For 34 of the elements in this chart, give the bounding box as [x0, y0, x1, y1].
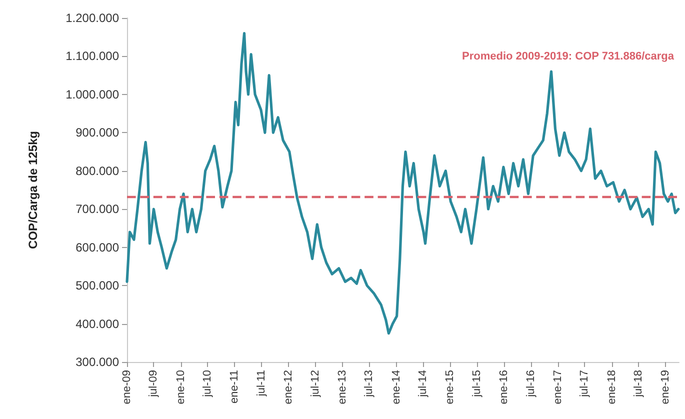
x-tick-label: ene-14 — [390, 370, 402, 404]
x-tick-label: ene-09 — [121, 370, 133, 404]
x-tick-label: ene-16 — [498, 370, 510, 404]
x-tick-label: jul-13 — [363, 370, 376, 398]
y-tick-label: 1.000.000 — [66, 87, 120, 102]
x-tick-label: jul-16 — [524, 370, 537, 398]
x-tick-label: jul-11 — [255, 370, 268, 398]
ref-line-label: Promedio 2009-2019: COP 731.886/carga — [462, 50, 675, 62]
x-tick-label: jul-14 — [417, 370, 430, 398]
x-tick-label: jul-10 — [202, 370, 214, 398]
y-tick-label: 1.100.000 — [66, 49, 120, 64]
x-tick-label: ene-13 — [336, 370, 349, 404]
y-tick-label: 800.000 — [76, 164, 120, 178]
y-tick-label: 400.000 — [76, 316, 120, 331]
y-tick-label: 900.000 — [76, 126, 120, 140]
y-axis-title: COP/Carga de 125kg — [26, 130, 40, 250]
x-tick-label: jul-12 — [309, 370, 322, 398]
x-tick-label: jul-09 — [148, 370, 160, 398]
x-tick-label: ene-15 — [444, 370, 456, 404]
x-tick-label: ene-11 — [228, 370, 241, 404]
x-tick-label: jul-17 — [578, 370, 591, 398]
x-tick-label: ene-17 — [552, 370, 564, 404]
x-tick-label: jul-15 — [470, 370, 483, 398]
y-tick-label: 300.000 — [76, 355, 120, 369]
x-tick-label: ene-12 — [282, 370, 295, 404]
x-tick-label: ene-18 — [606, 370, 618, 404]
line-series — [126, 32, 680, 335]
y-tick-label: 1.200.000 — [66, 11, 120, 25]
y-tick-label: 700.000 — [76, 202, 120, 216]
x-tick-label: ene-19 — [660, 370, 672, 404]
x-tick-label: ene-10 — [174, 370, 187, 404]
x-tick-label: jul-18 — [632, 370, 645, 398]
y-tick-label: 600.000 — [76, 240, 120, 254]
y-tick-label: 500.000 — [76, 278, 120, 293]
